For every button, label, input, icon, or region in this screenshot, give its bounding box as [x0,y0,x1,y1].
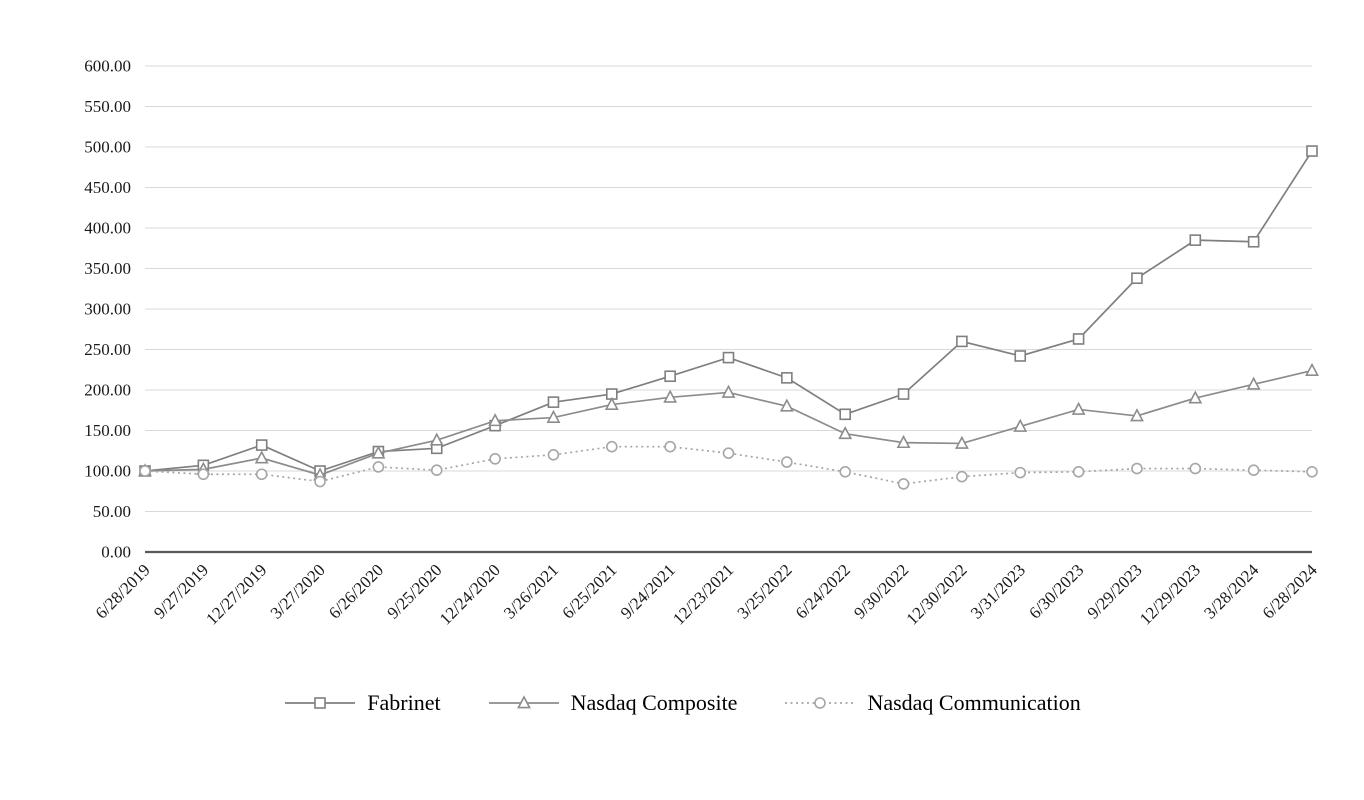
svg-text:400.00: 400.00 [84,219,131,238]
legend-item-fabrinet: Fabrinet [283,690,441,716]
legend-label-nasdaq-communication: Nasdaq Communication [867,690,1081,715]
nasdaq-composite-line-marker-sample [488,695,559,709]
legend-label-fabrinet: Fabrinet [367,690,441,715]
svg-text:3/28/2024: 3/28/2024 [1200,560,1263,623]
legend-item-nasdaq-composite: Nasdaq Composite [487,690,738,716]
svg-text:6/24/2022: 6/24/2022 [792,560,854,622]
series-nasdaq-composite [138,362,1319,481]
svg-text:12/27/2019: 12/27/2019 [202,560,270,628]
svg-text:6/25/2021: 6/25/2021 [558,560,620,622]
svg-text:6/26/2020: 6/26/2020 [325,560,387,622]
svg-text:500.00: 500.00 [84,138,131,157]
svg-text:3/27/2020: 3/27/2020 [267,560,329,622]
svg-text:12/24/2020: 12/24/2020 [436,560,504,628]
svg-text:12/30/2022: 12/30/2022 [903,560,971,628]
y-axis-tick-labels: 0.00 50.00 100.00 150.00 200.00 250.00 300.00 3… [84,57,131,562]
svg-text:3/31/2023: 3/31/2023 [967,560,1029,622]
svg-text:600.00: 600.00 [84,57,131,76]
svg-text:450.00: 450.00 [84,178,131,197]
svg-text:100.00: 100.00 [84,462,131,481]
chart-legend: Fabrinet Nasdaq Composite Nasdaq Communi… [0,690,1364,716]
svg-text:200.00: 200.00 [84,381,131,400]
legend-item-nasdaq-communication: Nasdaq Communication [783,690,1081,716]
svg-text:350.00: 350.00 [84,259,131,278]
series-fabrinet [139,145,1318,477]
svg-text:6/28/2024: 6/28/2024 [1259,560,1322,623]
svg-text:6/28/2019: 6/28/2019 [92,560,154,622]
svg-text:3/26/2021: 3/26/2021 [500,560,562,622]
svg-text:12/23/2021: 12/23/2021 [669,560,737,628]
svg-text:250.00: 250.00 [84,340,131,359]
nasdaq-communication-line-marker-sample [785,697,856,709]
x-axis-tick-labels: 6/28/20199/27/201912/27/20193/27/20206/2… [92,560,1322,629]
series-nasdaq-communication [139,440,1318,490]
svg-text:150.00: 150.00 [84,421,131,440]
svg-text:12/29/2023: 12/29/2023 [1136,560,1204,628]
svg-text:50.00: 50.00 [93,502,131,521]
svg-text:550.00: 550.00 [84,97,131,116]
svg-text:300.00: 300.00 [84,300,131,319]
chart-plot-area: 0.00 50.00 100.00 150.00 200.00 250.00 300.00 3… [84,57,1322,629]
legend-label-nasdaq-composite: Nasdaq Composite [570,690,738,715]
svg-text:0.00: 0.00 [101,543,131,562]
svg-text:6/30/2023: 6/30/2023 [1025,560,1087,622]
fabrinet-line-marker-sample [285,697,356,709]
svg-text:3/25/2022: 3/25/2022 [733,560,795,622]
